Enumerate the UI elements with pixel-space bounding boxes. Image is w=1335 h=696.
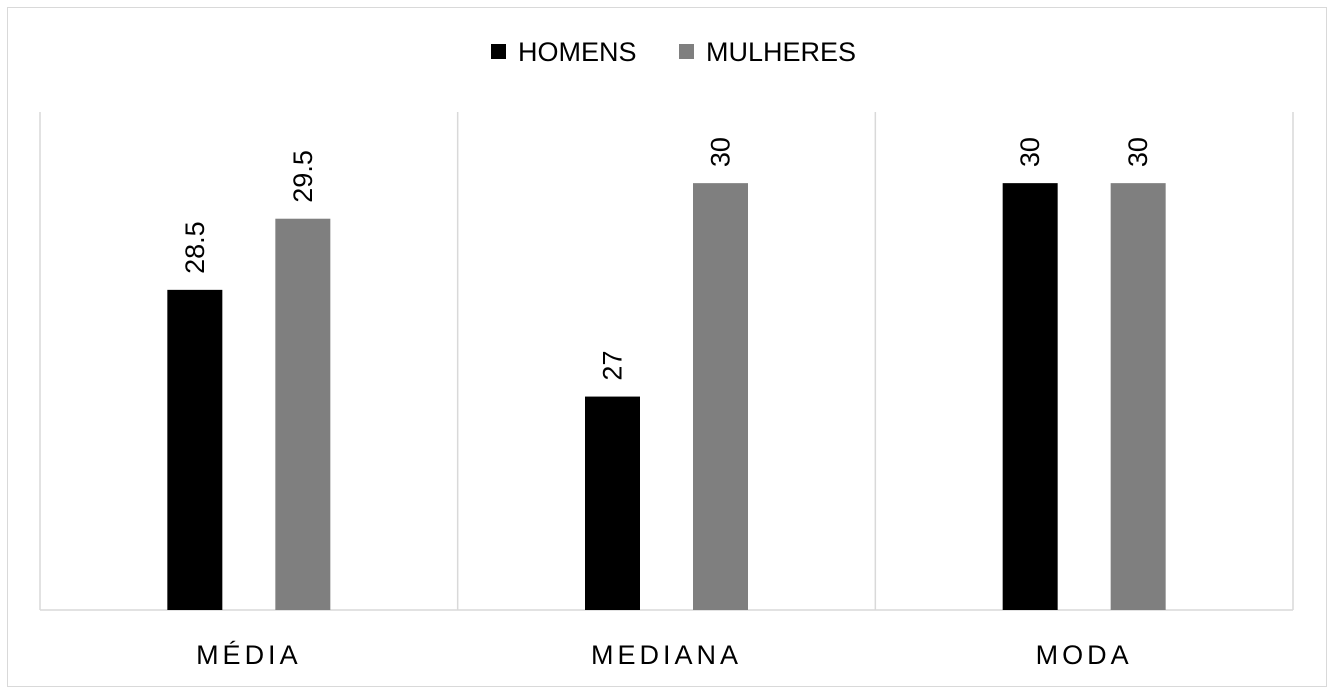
legend-label-homens: HOMENS [518,37,637,67]
legend: HOMENS MULHERES [491,37,856,67]
data-label: 30 [1123,137,1153,167]
bar-homens-0 [167,289,223,610]
data-label: 29.5 [288,150,318,203]
bar-mulheres-2 [1110,183,1166,610]
data-labels-layer: 28.5 29.5 27 30 30 30 [180,137,1153,380]
category-labels-layer: MÉDIA MEDIANA MODA [196,640,1133,670]
chart-frame [7,7,1327,687]
bars-layer [167,183,1166,610]
category-label: MÉDIA [196,640,302,670]
bar-mulheres-1 [693,183,748,610]
legend-label-mulheres: MULHERES [706,37,856,67]
bar-homens-2 [1002,183,1058,610]
legend-swatch-mulheres [679,44,694,59]
legend-swatch-homens [491,44,506,59]
category-label: MEDIANA [591,640,742,670]
data-label: 27 [598,351,628,381]
data-label: 28.5 [180,221,210,274]
bar-mulheres-0 [275,218,331,610]
category-separators [39,112,1294,610]
bar-homens-1 [585,396,640,610]
category-label: MODA [1036,640,1133,670]
data-label: 30 [706,137,736,167]
data-label: 30 [1015,137,1045,167]
